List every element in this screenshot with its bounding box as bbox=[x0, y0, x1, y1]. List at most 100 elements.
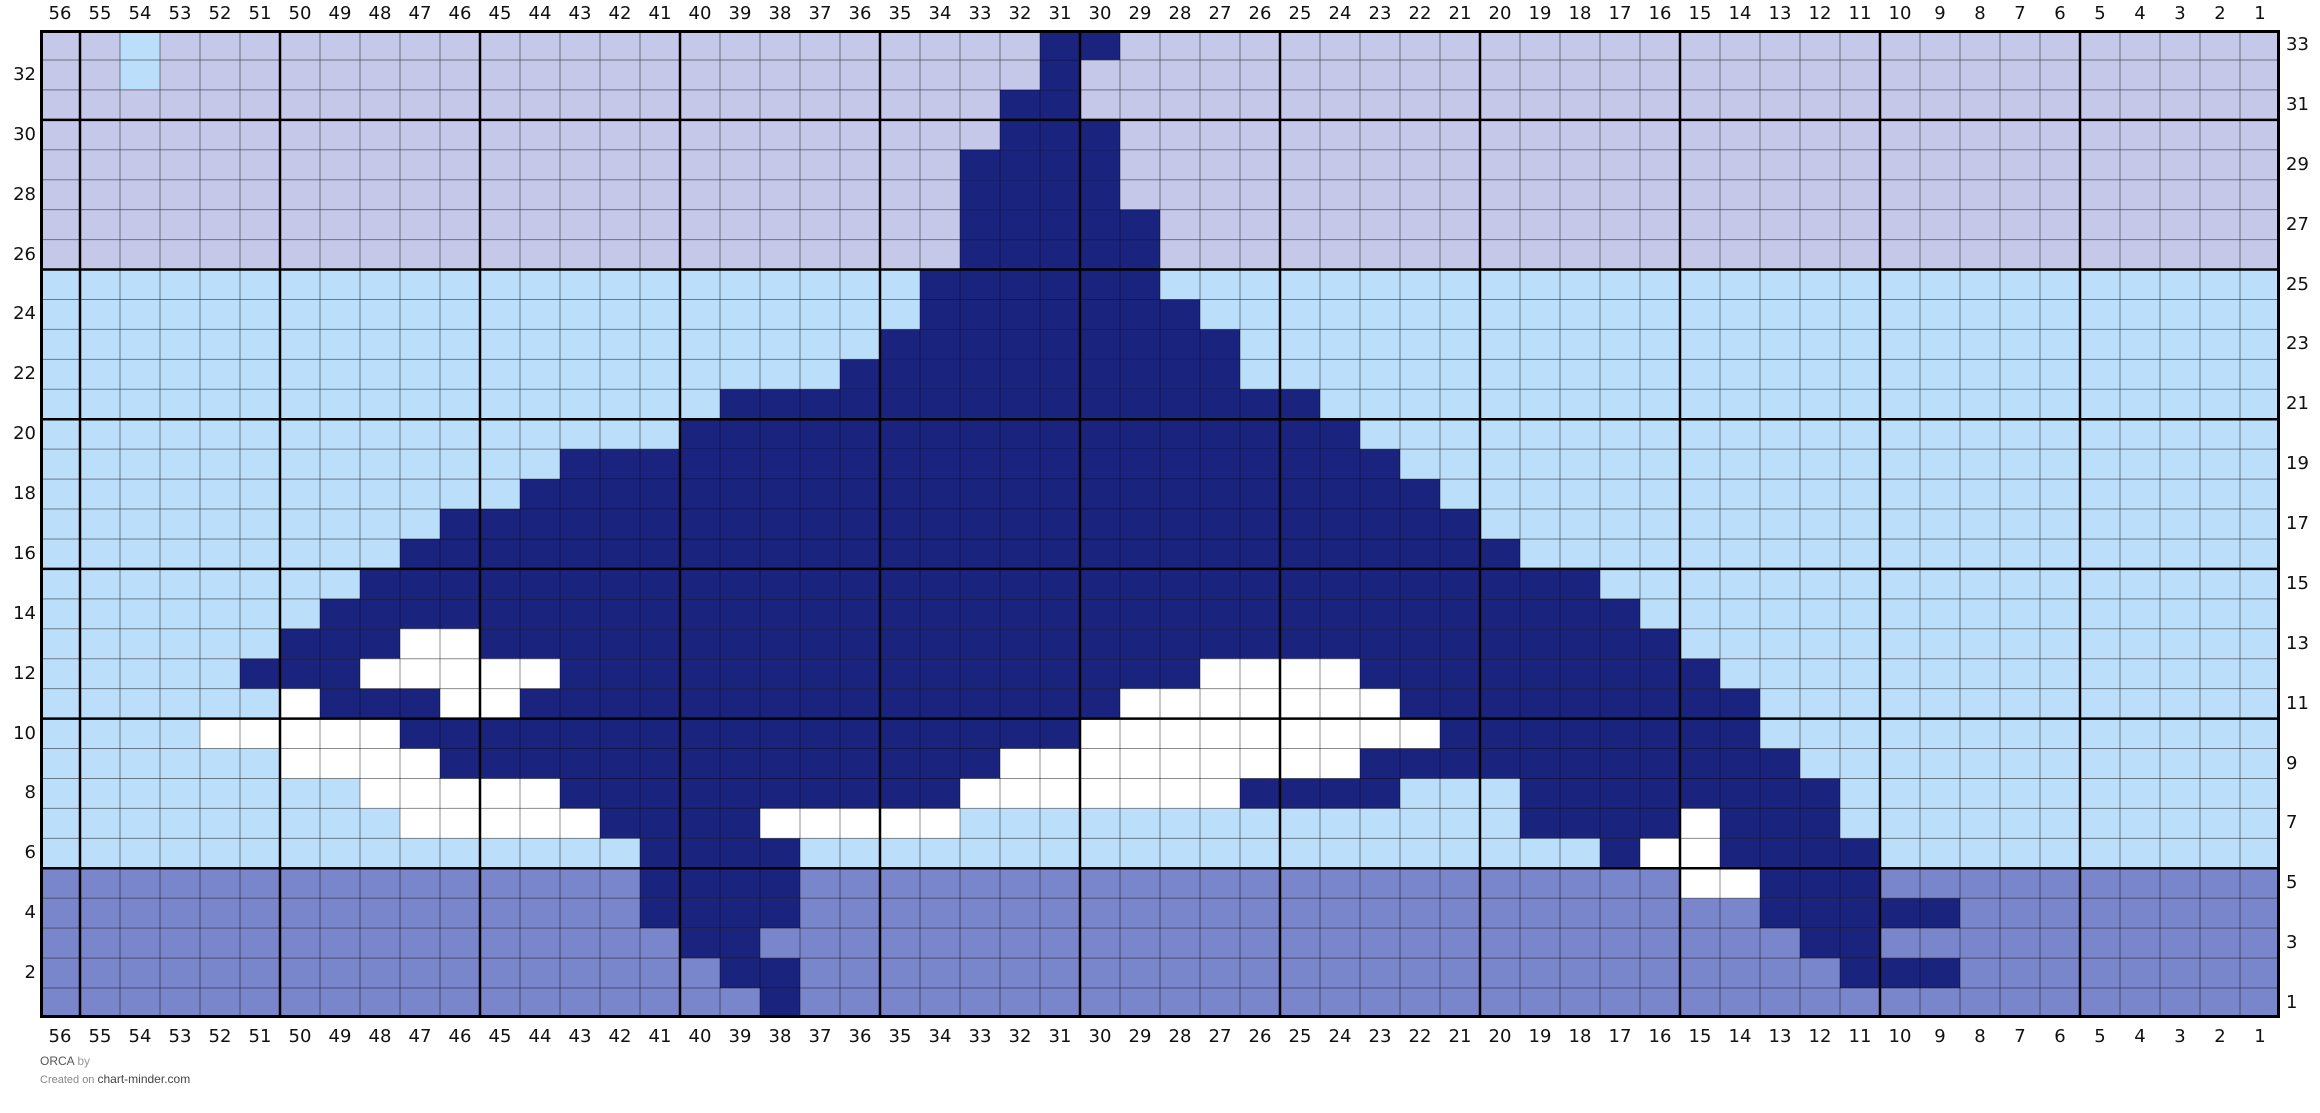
stitch-cell bbox=[1880, 658, 1920, 689]
stitch-cell bbox=[1880, 688, 1920, 719]
stitch-cell bbox=[1360, 269, 1400, 300]
stitch-cell bbox=[760, 658, 800, 689]
stitch-cell bbox=[800, 389, 840, 420]
stitch-cell bbox=[2160, 988, 2200, 1018]
stitch-cell bbox=[1600, 838, 1640, 869]
stitch-cell bbox=[400, 718, 440, 749]
stitch-cell bbox=[880, 988, 920, 1018]
stitch-cell bbox=[360, 179, 400, 210]
stitch-cell bbox=[1520, 209, 1560, 240]
stitch-cell bbox=[1560, 898, 1600, 929]
stitch-cell bbox=[1080, 688, 1120, 719]
stitch-cell bbox=[120, 509, 160, 539]
stitch-cell bbox=[1160, 149, 1200, 180]
stitch-cell bbox=[1760, 538, 1800, 569]
stitch-cell bbox=[2080, 868, 2120, 899]
stitch-cell bbox=[1360, 509, 1400, 539]
stitch-cell bbox=[520, 598, 560, 629]
stitch-cell bbox=[1840, 59, 1880, 90]
stitch-cell bbox=[1760, 89, 1800, 120]
stitch-cell bbox=[1880, 509, 1920, 539]
stitch-cell bbox=[440, 119, 480, 150]
stitch-cell bbox=[1640, 149, 1680, 180]
stitch-cell bbox=[1280, 868, 1320, 899]
stitch-cell bbox=[520, 479, 560, 510]
stitch-cell bbox=[840, 269, 880, 300]
stitch-cell bbox=[360, 688, 400, 719]
stitch-cell bbox=[400, 778, 440, 809]
stitch-cell bbox=[1240, 778, 1280, 809]
stitch-cell bbox=[1840, 149, 1880, 180]
stitch-cell bbox=[960, 568, 1000, 599]
stitch-cell bbox=[520, 209, 560, 240]
stitch-cell bbox=[1600, 628, 1640, 659]
stitch-cell bbox=[1880, 89, 1920, 120]
stitch-cell bbox=[920, 568, 960, 599]
column-number: 52 bbox=[208, 3, 232, 24]
stitch-cell bbox=[200, 329, 240, 360]
stitch-cell bbox=[1680, 359, 1720, 390]
stitch-cell bbox=[640, 179, 680, 210]
stitch-cell bbox=[280, 119, 320, 150]
stitch-cell bbox=[1760, 359, 1800, 390]
stitch-cell bbox=[1800, 299, 1840, 330]
stitch-cell bbox=[920, 538, 960, 569]
stitch-cell bbox=[240, 449, 280, 480]
stitch-cell bbox=[1000, 299, 1040, 330]
stitch-cell bbox=[920, 509, 960, 539]
stitch-cell bbox=[1840, 329, 1880, 360]
stitch-cell bbox=[800, 598, 840, 629]
stitch-cell bbox=[760, 329, 800, 360]
stitch-cell bbox=[520, 688, 560, 719]
stitch-cell bbox=[1880, 59, 1920, 90]
stitch-cell bbox=[1560, 89, 1600, 120]
credit-site-link[interactable]: chart-minder.com bbox=[97, 1072, 191, 1086]
stitch-cell bbox=[1400, 868, 1440, 899]
stitch-cell bbox=[280, 958, 320, 989]
stitch-cell bbox=[560, 688, 600, 719]
stitch-cell bbox=[1520, 778, 1560, 809]
stitch-cell bbox=[1360, 628, 1400, 659]
stitch-cell bbox=[2040, 119, 2080, 150]
stitch-cell bbox=[1080, 179, 1120, 210]
stitch-cell bbox=[2200, 988, 2240, 1018]
row-number: 9 bbox=[2286, 752, 2298, 774]
stitch-cell bbox=[720, 299, 760, 330]
stitch-cell bbox=[40, 688, 80, 719]
stitch-cell bbox=[120, 568, 160, 599]
stitch-cell bbox=[760, 898, 800, 929]
stitch-cell bbox=[1920, 419, 1960, 450]
stitch-cell bbox=[1040, 778, 1080, 809]
stitch-cell bbox=[920, 688, 960, 719]
stitch-cell bbox=[1040, 59, 1080, 90]
stitch-cell bbox=[480, 329, 520, 360]
stitch-cell bbox=[1320, 868, 1360, 899]
stitch-cell bbox=[1920, 30, 1960, 60]
stitch-cell bbox=[320, 688, 360, 719]
stitch-cell bbox=[1320, 688, 1360, 719]
stitch-cell bbox=[80, 449, 120, 480]
stitch-cell bbox=[960, 628, 1000, 659]
stitch-cell bbox=[600, 299, 640, 330]
stitch-cell bbox=[1440, 748, 1480, 779]
stitch-cell bbox=[2000, 149, 2040, 180]
stitch-cell bbox=[800, 59, 840, 90]
stitch-cell bbox=[1480, 868, 1520, 899]
stitch-cell bbox=[280, 389, 320, 420]
stitch-cell bbox=[920, 239, 960, 270]
stitch-cell bbox=[160, 479, 200, 510]
row-number: 21 bbox=[2286, 393, 2309, 415]
stitch-cell bbox=[480, 538, 520, 569]
stitch-cell bbox=[1560, 748, 1600, 779]
stitch-cell bbox=[1520, 958, 1560, 989]
stitch-cell bbox=[400, 89, 440, 120]
stitch-cell bbox=[560, 30, 600, 60]
stitch-cell bbox=[1560, 419, 1600, 450]
stitch-cell bbox=[920, 89, 960, 120]
stitch-cell bbox=[680, 958, 720, 989]
stitch-cell bbox=[1240, 988, 1280, 1018]
stitch-cell bbox=[640, 479, 680, 510]
stitch-cell bbox=[920, 329, 960, 360]
stitch-cell bbox=[1640, 389, 1680, 420]
stitch-cell bbox=[720, 958, 760, 989]
